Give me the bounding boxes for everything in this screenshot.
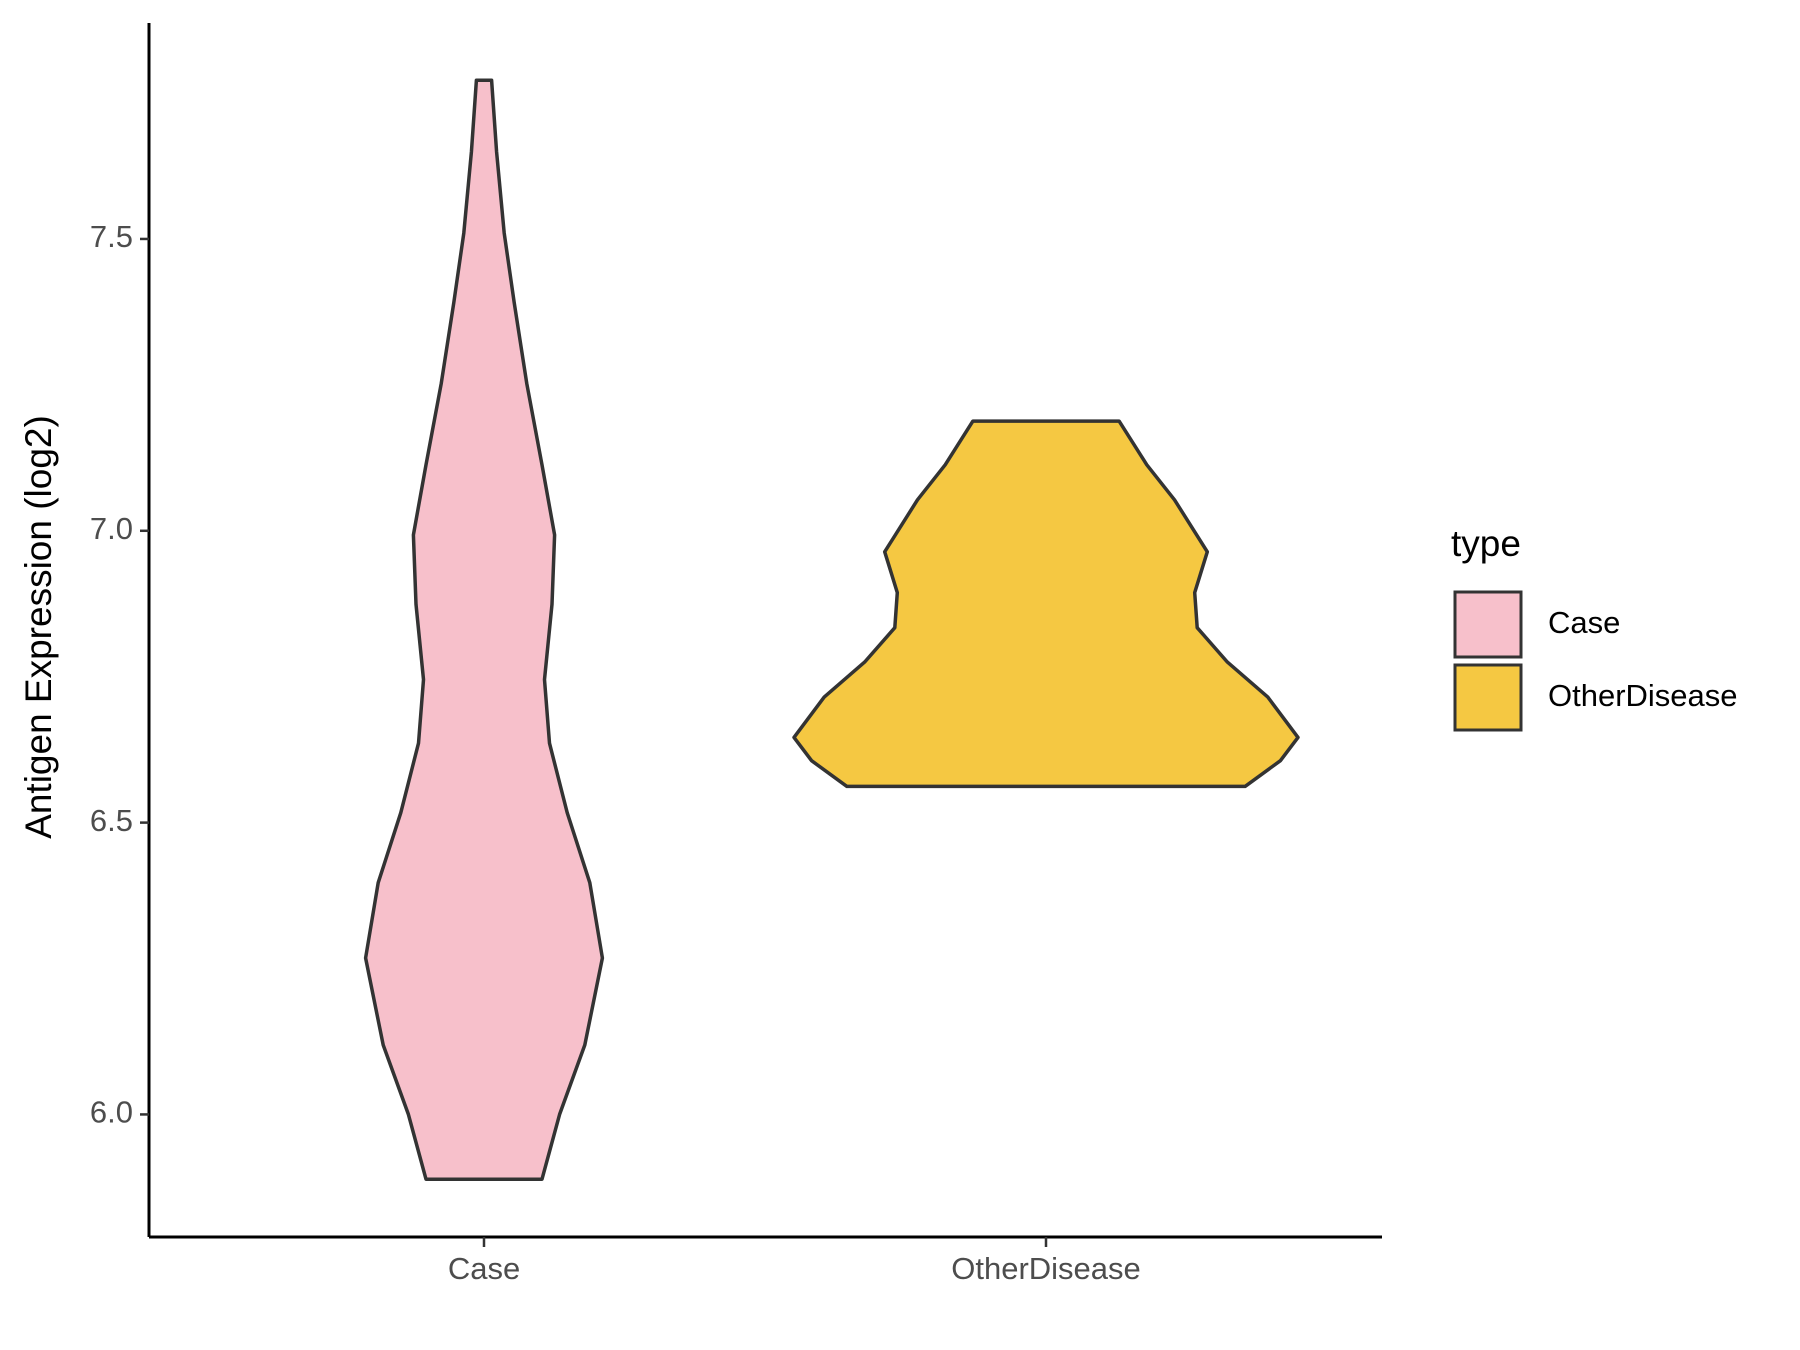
y-tick-label: 6.5 [90, 803, 133, 838]
x-tick-label: Case [448, 1251, 520, 1286]
legend-label: Case [1548, 605, 1620, 640]
y-tick-label: 7.5 [90, 219, 133, 254]
violin [792, 419, 1300, 789]
legend-key [1453, 590, 1523, 659]
y-tick-label: 6.0 [90, 1095, 133, 1130]
violin [363, 78, 605, 1181]
legend-label: OtherDisease [1548, 678, 1738, 713]
x-tick-label: OtherDisease [951, 1251, 1141, 1286]
legend-key [1453, 663, 1523, 732]
y-tick-label: 7.0 [90, 511, 133, 546]
legend-title: type [1451, 523, 1521, 564]
y-axis-title: Antigen Expression (log2) [18, 415, 59, 839]
